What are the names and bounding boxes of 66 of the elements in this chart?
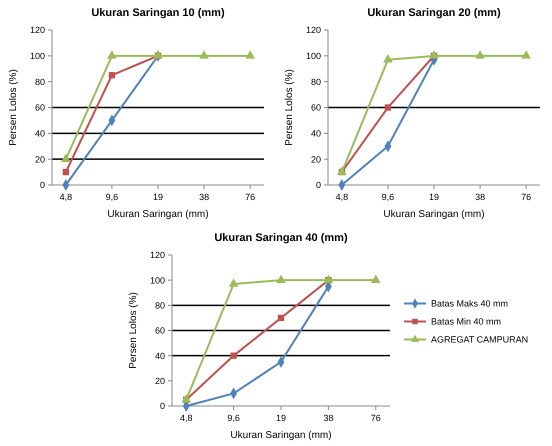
y-tick-label: 100: [150, 275, 165, 286]
y-tick-label: 0: [316, 180, 321, 190]
x-tick-label: 19: [152, 192, 164, 202]
y-tick-label: 100: [306, 50, 321, 61]
y-tick-label: 60: [310, 102, 321, 113]
y-tick-label: 100: [30, 50, 45, 61]
point: [61, 154, 71, 162]
y-tick-label: 120: [150, 250, 165, 260]
x-tick-label: 38: [199, 192, 210, 202]
y-tick-label: 120: [306, 25, 321, 36]
legend-label: Batas Min 40 mm: [431, 316, 502, 327]
point: [475, 50, 485, 59]
x-tick-label: 4,8: [180, 413, 192, 423]
x-axis-title: Ukuran Saringan (mm): [107, 209, 209, 220]
y-tick-label: 20: [310, 154, 321, 164]
y-tick-label: 40: [34, 128, 45, 138]
point: [384, 104, 392, 111]
point: [230, 352, 237, 359]
point: [245, 50, 255, 59]
y-tick-label: 80: [34, 76, 45, 87]
point: [228, 278, 238, 287]
y-tick-label: 20: [34, 154, 45, 164]
x-tick-label: 9,6: [106, 192, 118, 202]
point: [429, 50, 439, 59]
x-tick-label: 38: [323, 413, 334, 423]
x-axis-title: Ukuran Saringan (mm): [230, 430, 332, 441]
y-tick-label: 40: [154, 350, 165, 361]
x-tick-label: 19: [428, 192, 440, 202]
point: [324, 274, 334, 283]
legend-label: AGREGAT CAMPURAN: [431, 334, 528, 345]
y-tick-label: 20: [154, 376, 165, 386]
point: [153, 50, 163, 59]
y-tick-label: 60: [34, 102, 45, 113]
chart-title: Ukuran Saringan 40 (mm): [214, 232, 348, 244]
chart-title: Ukuran Saringan 10 (mm): [91, 7, 225, 19]
x-tick-label: 38: [475, 192, 486, 202]
y-axis-title: Persen Lolos (%): [128, 292, 139, 369]
point: [521, 50, 531, 59]
x-tick-label: 4,8: [60, 192, 72, 202]
x-tick-label: 76: [245, 192, 256, 202]
point: [107, 50, 117, 59]
x-tick-label: 9,6: [382, 192, 394, 202]
y-axis-title: Persen Lolos (%): [284, 69, 295, 146]
point: [62, 168, 69, 176]
point: [276, 274, 286, 283]
x-tick-label: 9,6: [227, 413, 240, 423]
legend-label: Batas Maks 40 mm: [431, 298, 508, 309]
point: [383, 54, 393, 62]
y-tick-label: 60: [154, 326, 165, 336]
chart-title: Ukuran Saringan 20 (mm): [367, 7, 501, 19]
y-axis-title: Persen Lolos (%): [8, 69, 19, 146]
x-tick-label: 4,8: [336, 192, 348, 202]
point: [108, 72, 116, 78]
point: [370, 274, 381, 283]
y-tick-label: 0: [160, 401, 165, 412]
x-tick-label: 19: [276, 413, 286, 423]
y-tick-label: 80: [154, 300, 165, 310]
x-tick-label: 76: [521, 192, 532, 202]
y-tick-label: 80: [310, 76, 321, 87]
x-tick-label: 76: [370, 413, 381, 423]
y-tick-label: 0: [40, 180, 45, 190]
point: [199, 50, 209, 59]
x-axis-title: Ukuran Saringan (mm): [383, 209, 485, 220]
y-tick-label: 120: [30, 25, 45, 36]
point: [278, 314, 284, 322]
y-tick-label: 40: [310, 128, 321, 138]
